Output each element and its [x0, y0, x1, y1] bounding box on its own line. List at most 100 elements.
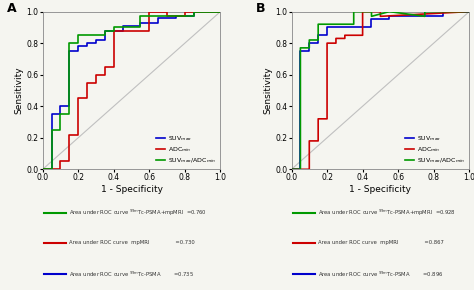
ADC$_{min}$	[93, 73, 99, 77]
SUV$_{max}$	[369, 18, 374, 21]
SUV$_{max}$/ADC$_{min}$	[386, 10, 392, 13]
SUV$_{max}$	[137, 24, 143, 28]
SUV$_{max}$	[66, 49, 72, 53]
SUV$_{max}$/ADC$_{min}$	[66, 112, 72, 116]
ADC$_{min}$	[75, 97, 81, 100]
Line: SUV$_{max}$: SUV$_{max}$	[43, 12, 220, 169]
SUV$_{max}$/ADC$_{min}$	[422, 10, 428, 13]
ADC$_{min}$	[84, 81, 90, 84]
SUV$_{max}$/ADC$_{min}$	[298, 46, 303, 50]
Text: Area under ROC curve $^{99m}$Tc-PSMA        =0.896: Area under ROC curve $^{99m}$Tc-PSMA =0.…	[318, 269, 444, 279]
Line: SUV$_{max}$/ADC$_{min}$: SUV$_{max}$/ADC$_{min}$	[292, 12, 469, 169]
SUV$_{max}$/ADC$_{min}$	[289, 168, 294, 171]
ADC$_{min}$	[102, 73, 108, 77]
ADC$_{min}$	[111, 65, 117, 68]
ADC$_{min}$	[289, 168, 294, 171]
X-axis label: 1 - Specificity: 1 - Specificity	[100, 185, 163, 194]
SUV$_{max}$	[137, 21, 143, 24]
SUV$_{max}$/ADC$_{min}$	[40, 168, 46, 171]
Line: SUV$_{max}$: SUV$_{max}$	[292, 12, 469, 169]
SUV$_{max}$/ADC$_{min}$	[111, 29, 117, 32]
ADC$_{min}$	[333, 37, 339, 40]
ADC$_{min}$	[66, 160, 72, 163]
Text: Area under ROC curve $^{99m}$Tc-PSMA+mpMRI  =0.928: Area under ROC curve $^{99m}$Tc-PSMA+mpM…	[318, 208, 456, 218]
SUV$_{max}$/ADC$_{min}$	[306, 46, 312, 50]
SUV$_{max}$	[422, 14, 428, 18]
SUV$_{max}$	[49, 112, 55, 116]
SUV$_{max}$	[120, 24, 126, 28]
SUV$_{max}$/ADC$_{min}$	[102, 34, 108, 37]
Text: Area under ROC curve $^{99m}$Tc-PSMA+mpMRI  =0.760: Area under ROC curve $^{99m}$Tc-PSMA+mpM…	[69, 208, 207, 218]
SUV$_{max}$	[102, 29, 108, 32]
SUV$_{max}$/ADC$_{min}$	[49, 128, 55, 132]
SUV$_{max}$/ADC$_{min}$	[315, 38, 321, 42]
SUV$_{max}$/ADC$_{min}$	[111, 26, 117, 29]
SUV$_{max}$/ADC$_{min}$	[102, 29, 108, 32]
ADC$_{min}$	[342, 37, 347, 40]
SUV$_{max}$/ADC$_{min}$	[66, 41, 72, 45]
SUV$_{max}$/ADC$_{min}$	[369, 10, 374, 13]
SUV$_{max}$/ADC$_{min}$	[75, 41, 81, 45]
ADC$_{min}$	[182, 14, 188, 18]
ADC$_{min}$	[146, 10, 152, 13]
ADC$_{min}$	[164, 14, 170, 18]
Line: ADC$_{min}$: ADC$_{min}$	[292, 12, 469, 169]
SUV$_{max}$/ADC$_{min}$	[191, 14, 197, 18]
ADC$_{min}$	[315, 117, 321, 121]
SUV$_{max}$	[386, 18, 392, 21]
X-axis label: 1 - Specificity: 1 - Specificity	[349, 185, 411, 194]
SUV$_{max}$	[218, 10, 223, 13]
ADC$_{min}$	[66, 133, 72, 136]
ADC$_{min}$	[218, 10, 223, 13]
ADC$_{min}$	[360, 10, 365, 13]
ADC$_{min}$	[102, 65, 108, 68]
Y-axis label: Sensitivity: Sensitivity	[15, 67, 24, 114]
Legend: SUV$_{max}$, ADC$_{min}$, SUV$_{max}$/ADC$_{min}$: SUV$_{max}$, ADC$_{min}$, SUV$_{max}$/AD…	[404, 133, 466, 166]
SUV$_{max}$	[369, 26, 374, 29]
SUV$_{max}$	[66, 104, 72, 108]
ADC$_{min}$	[84, 97, 90, 100]
SUV$_{max}$	[120, 29, 126, 32]
SUV$_{max}$/ADC$_{min}$	[191, 10, 197, 13]
SUV$_{max}$	[102, 38, 108, 42]
SUV$_{max}$	[40, 168, 46, 171]
ADC$_{min}$	[377, 10, 383, 13]
ADC$_{min}$	[40, 168, 46, 171]
SUV$_{max}$	[84, 41, 90, 45]
SUV$_{max}$	[93, 38, 99, 42]
ADC$_{min}$	[164, 10, 170, 13]
SUV$_{max}$	[324, 34, 330, 37]
Text: Area under ROC curve $^{99m}$Tc-PSMA        =0.735: Area under ROC curve $^{99m}$Tc-PSMA =0.…	[69, 269, 194, 279]
ADC$_{min}$	[182, 10, 188, 13]
SUV$_{max}$/ADC$_{min}$	[173, 14, 179, 18]
SUV$_{max}$/ADC$_{min}$	[351, 23, 356, 26]
SUV$_{max}$/ADC$_{min}$	[298, 168, 303, 171]
SUV$_{max}$	[466, 10, 472, 13]
SUV$_{max}$/ADC$_{min}$	[306, 38, 312, 42]
Y-axis label: Sensitivity: Sensitivity	[264, 67, 273, 114]
SUV$_{max}$	[84, 45, 90, 48]
SUV$_{max}$/ADC$_{min}$	[386, 10, 392, 13]
SUV$_{max}$/ADC$_{min}$	[75, 34, 81, 37]
Line: ADC$_{min}$: ADC$_{min}$	[43, 12, 220, 169]
ADC$_{min}$	[146, 29, 152, 32]
SUV$_{max}$	[173, 14, 179, 18]
Text: A: A	[7, 2, 17, 15]
SUV$_{max}$/ADC$_{min}$	[218, 10, 223, 13]
SUV$_{max}$/ADC$_{min}$	[422, 14, 428, 18]
SUV$_{max}$	[173, 16, 179, 20]
SUV$_{max}$/ADC$_{min}$	[137, 14, 143, 18]
ADC$_{min}$	[333, 41, 339, 45]
ADC$_{min}$	[58, 168, 64, 171]
SUV$_{max}$	[298, 49, 303, 53]
SUV$_{max}$	[306, 49, 312, 53]
SUV$_{max}$	[93, 41, 99, 45]
Text: B: B	[256, 2, 265, 15]
SUV$_{max}$/ADC$_{min}$	[173, 14, 179, 18]
SUV$_{max}$	[324, 26, 330, 29]
SUV$_{max}$	[155, 16, 161, 20]
SUV$_{max}$	[49, 168, 55, 171]
ADC$_{min}$	[360, 34, 365, 37]
SUV$_{max}$	[315, 41, 321, 45]
ADC$_{min}$	[75, 133, 81, 136]
